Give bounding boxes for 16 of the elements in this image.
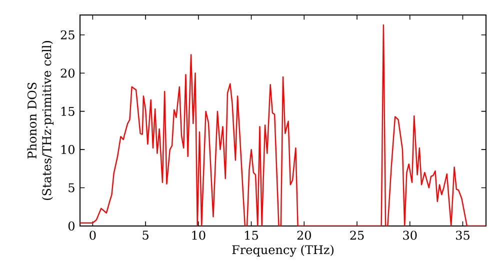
y-tick-label: 10 [61, 145, 74, 154]
x-tick-label: 15 [245, 230, 258, 240]
x-axis-title: Frequency (THz) [232, 244, 334, 257]
x-tick-label: 5 [142, 230, 148, 240]
x-tick-label: 0 [90, 230, 96, 240]
y-tick-label: 25 [60, 30, 74, 40]
x-tick-label: 10 [192, 230, 206, 240]
y-tick-label: 15 [61, 106, 74, 116]
y-tick-label: 20 [60, 68, 74, 78]
x-tick-label: 35 [456, 230, 470, 240]
y-tick-label: 0 [68, 221, 74, 231]
y-tick-label: 5 [68, 183, 74, 192]
y-axis-title: Phonon DOS (States/THz·primitive cell) [27, 41, 54, 200]
x-tick-label: 25 [350, 230, 364, 240]
x-tick-label: 30 [403, 230, 417, 240]
x-tick-label: 20 [297, 230, 311, 240]
